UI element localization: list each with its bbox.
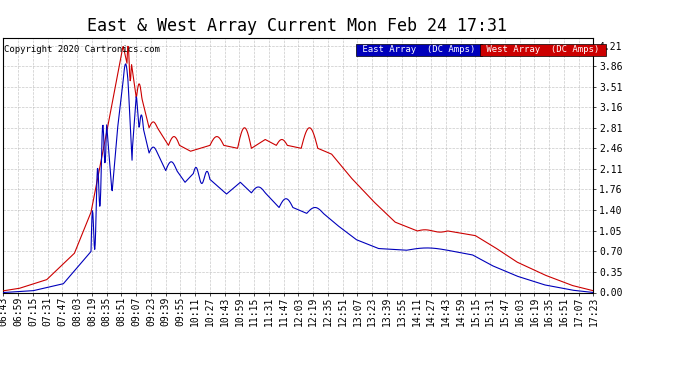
Text: West Array  (DC Amps): West Array (DC Amps) — [482, 45, 605, 54]
Text: East & West Array Current Mon Feb 24 17:31: East & West Array Current Mon Feb 24 17:… — [87, 17, 506, 35]
Text: East Array  (DC Amps): East Array (DC Amps) — [357, 45, 481, 54]
Text: Copyright 2020 Cartronics.com: Copyright 2020 Cartronics.com — [4, 45, 160, 54]
